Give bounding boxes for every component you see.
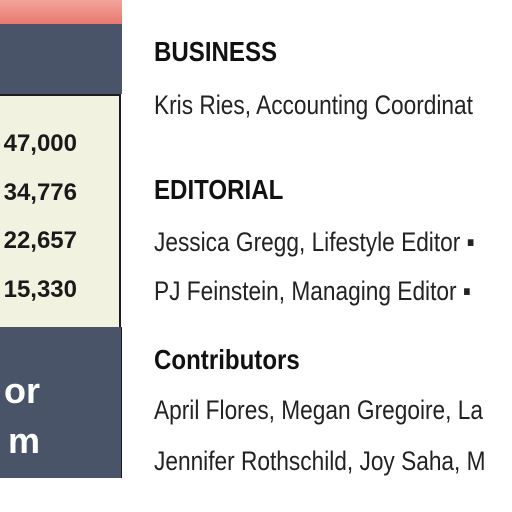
footer-text: m [7,420,40,461]
photo-crop [0,0,122,24]
footer-line: or [0,369,40,413]
stat-value: 22,657 [3,227,77,254]
footer-line: m [0,419,40,463]
stat-row: 15,330 [0,275,77,305]
panel-footer-band [0,327,122,478]
staff-entry: Jennifer Rothschild, Joy Saha, M [154,446,486,476]
stat-value: 15,330 [3,276,77,303]
staff-entry: Kris Ries, Accounting Coordinat [154,90,473,120]
staff-entry: Jessica Gregg, Lifestyle Editor ▪ [154,227,475,257]
section-heading-business: BUSINESS [154,36,278,67]
staff-directory: BUSINESS Kris Ries, Accounting Coordinat… [154,0,512,512]
info-panel: 47,000 34,776 22,657 15,330 or m [0,0,122,478]
stat-row: 47,000 [0,129,77,159]
stats-box: 47,000 [0,94,121,330]
stat-row: 22,657 [0,226,77,256]
stat-row: 34,776 [0,178,77,208]
staff-entry: April Flores, Megan Gregoire, La [154,395,484,425]
stat-value: 47,000 [3,130,77,157]
staff-entry: PJ Feinstein, Managing Editor ▪ [154,276,471,306]
stat-value: 34,776 [3,179,77,206]
footer-text: or [4,370,40,411]
panel-header-band [0,24,122,94]
section-heading-contributors: Contributors [154,344,300,375]
section-heading-editorial: EDITORIAL [154,174,284,205]
